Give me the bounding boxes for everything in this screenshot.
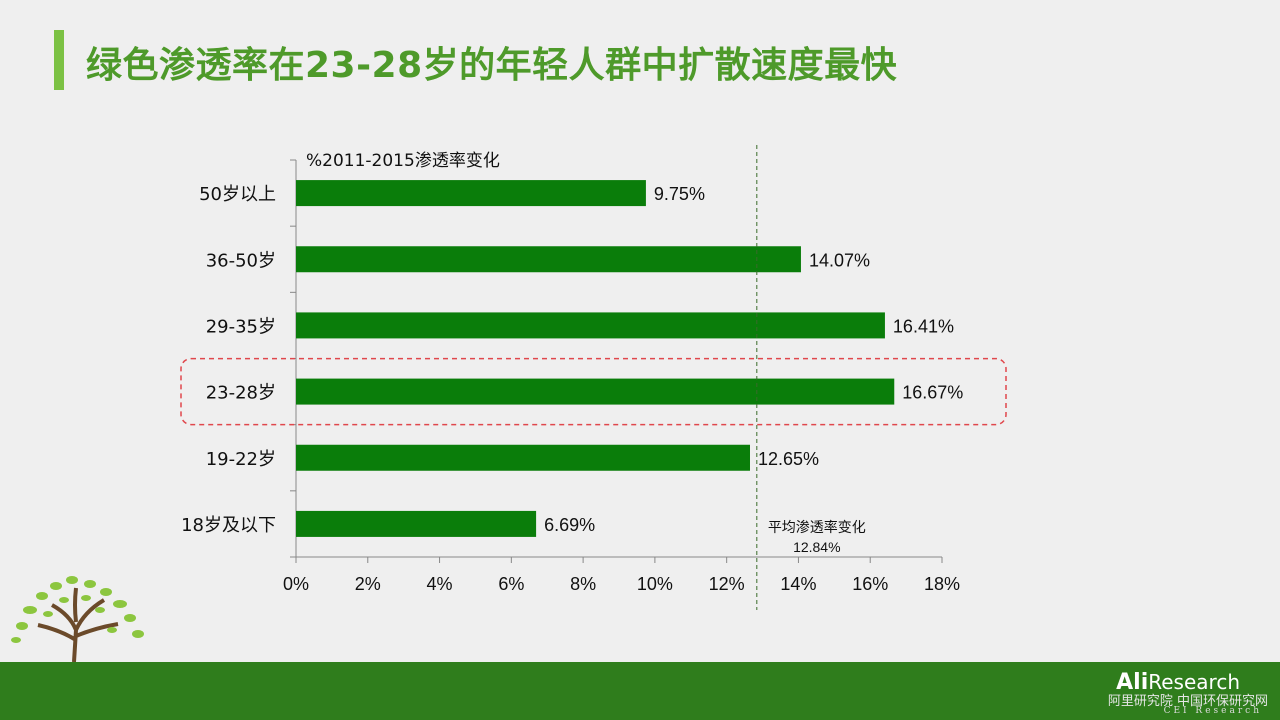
bar — [296, 180, 646, 207]
x-tick-label: 14% — [780, 574, 816, 594]
data-label: 16.41% — [893, 316, 954, 336]
data-label: 14.07% — [809, 250, 870, 270]
x-tick-label: 8% — [570, 574, 596, 594]
category-label: 18岁及以下 — [181, 515, 276, 536]
x-tick-label: 16% — [852, 574, 888, 594]
data-label: 16.67% — [902, 383, 963, 403]
title-accent-bar — [54, 30, 64, 90]
category-label: 19-22岁 — [206, 449, 276, 470]
x-tick-label: 6% — [498, 574, 524, 594]
category-label: 29-35岁 — [206, 316, 276, 337]
bar — [296, 378, 895, 405]
aliresearch-logo: AliResearch — [1116, 670, 1240, 695]
logo-subtitle: 阿里研究院 中国环保研究网 — [1107, 694, 1268, 709]
data-label: 9.75% — [654, 184, 705, 204]
category-label: 36-50岁 — [206, 250, 276, 271]
x-tick-label: 0% — [283, 574, 309, 594]
page-title: 绿色渗透率在23-28岁的年轻人群中扩散速度最快 — [86, 45, 898, 86]
bar — [296, 312, 885, 339]
average-value-label: 12.84% — [793, 539, 840, 555]
category-label: 23-28岁 — [206, 383, 276, 404]
data-label: 6.69% — [544, 515, 595, 535]
x-tick-label: 18% — [924, 574, 960, 594]
average-label: 平均渗透率变化 — [768, 519, 866, 536]
footer-bar — [0, 662, 1280, 720]
data-label: 12.65% — [758, 449, 819, 469]
x-tick-label: 4% — [427, 574, 453, 594]
x-tick-label: 2% — [355, 574, 381, 594]
x-tick-label: 12% — [709, 574, 745, 594]
bar — [296, 246, 801, 273]
bar-chart: %2011-2015渗透率变化 0% 2% 4% 6% 8% 10% 12% 14% 16% 18%… — [180, 145, 1007, 610]
bar — [296, 510, 537, 537]
series-title: %2011-2015渗透率变化 — [306, 151, 500, 171]
category-label: 50岁以上 — [199, 184, 276, 205]
bar — [296, 444, 750, 471]
x-tick-label: 10% — [637, 574, 673, 594]
tree-icon — [11, 576, 144, 662]
logo-subtitle-en: CEI Research — [1163, 706, 1262, 716]
